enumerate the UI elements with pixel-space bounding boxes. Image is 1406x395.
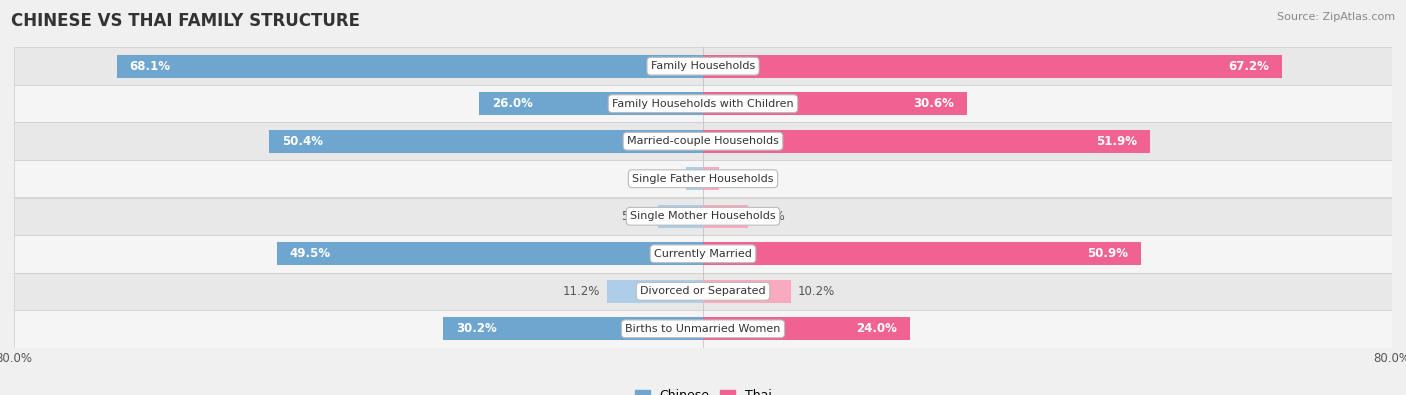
Bar	[703, 92, 966, 115]
Text: 26.0%: 26.0%	[492, 97, 533, 110]
Text: CHINESE VS THAI FAMILY STRUCTURE: CHINESE VS THAI FAMILY STRUCTURE	[11, 12, 360, 30]
Text: Divorced or Separated: Divorced or Separated	[640, 286, 766, 296]
Bar	[14, 85, 1392, 122]
Bar	[14, 122, 1392, 160]
Text: 11.2%: 11.2%	[562, 285, 599, 298]
Bar	[14, 198, 1392, 235]
Text: Source: ZipAtlas.com: Source: ZipAtlas.com	[1277, 12, 1395, 22]
Bar	[14, 235, 1392, 273]
Text: Currently Married: Currently Married	[654, 249, 752, 259]
Bar	[703, 242, 1142, 265]
Text: 2.0%: 2.0%	[650, 172, 679, 185]
Text: 30.6%: 30.6%	[912, 97, 953, 110]
Bar	[269, 130, 703, 153]
Bar	[703, 317, 910, 340]
Text: Single Father Households: Single Father Households	[633, 174, 773, 184]
Text: Family Households with Children: Family Households with Children	[612, 99, 794, 109]
Bar	[14, 47, 1392, 85]
Bar	[14, 273, 1392, 310]
Text: 68.1%: 68.1%	[129, 60, 170, 73]
Bar	[14, 160, 1392, 198]
Bar	[479, 92, 703, 115]
Text: 51.9%: 51.9%	[1097, 135, 1137, 148]
Text: 50.4%: 50.4%	[281, 135, 323, 148]
Bar	[703, 205, 748, 228]
Text: 10.2%: 10.2%	[797, 285, 835, 298]
Text: 30.2%: 30.2%	[456, 322, 496, 335]
Text: 24.0%: 24.0%	[856, 322, 897, 335]
Text: Births to Unmarried Women: Births to Unmarried Women	[626, 324, 780, 334]
Bar	[703, 55, 1282, 78]
Text: Married-couple Households: Married-couple Households	[627, 136, 779, 146]
Text: 1.9%: 1.9%	[727, 172, 756, 185]
Text: 5.2%: 5.2%	[621, 210, 651, 223]
Bar	[703, 130, 1150, 153]
Bar	[703, 167, 720, 190]
Text: Single Mother Households: Single Mother Households	[630, 211, 776, 221]
Text: 5.2%: 5.2%	[755, 210, 785, 223]
Bar	[606, 280, 703, 303]
Bar	[443, 317, 703, 340]
Legend: Chinese, Thai: Chinese, Thai	[630, 384, 776, 395]
Bar	[703, 280, 790, 303]
Bar	[686, 167, 703, 190]
Bar	[658, 205, 703, 228]
Bar	[117, 55, 703, 78]
Text: 50.9%: 50.9%	[1087, 247, 1129, 260]
Text: Family Households: Family Households	[651, 61, 755, 71]
Text: 67.2%: 67.2%	[1227, 60, 1268, 73]
Text: 49.5%: 49.5%	[290, 247, 330, 260]
Bar	[14, 310, 1392, 348]
Bar	[277, 242, 703, 265]
